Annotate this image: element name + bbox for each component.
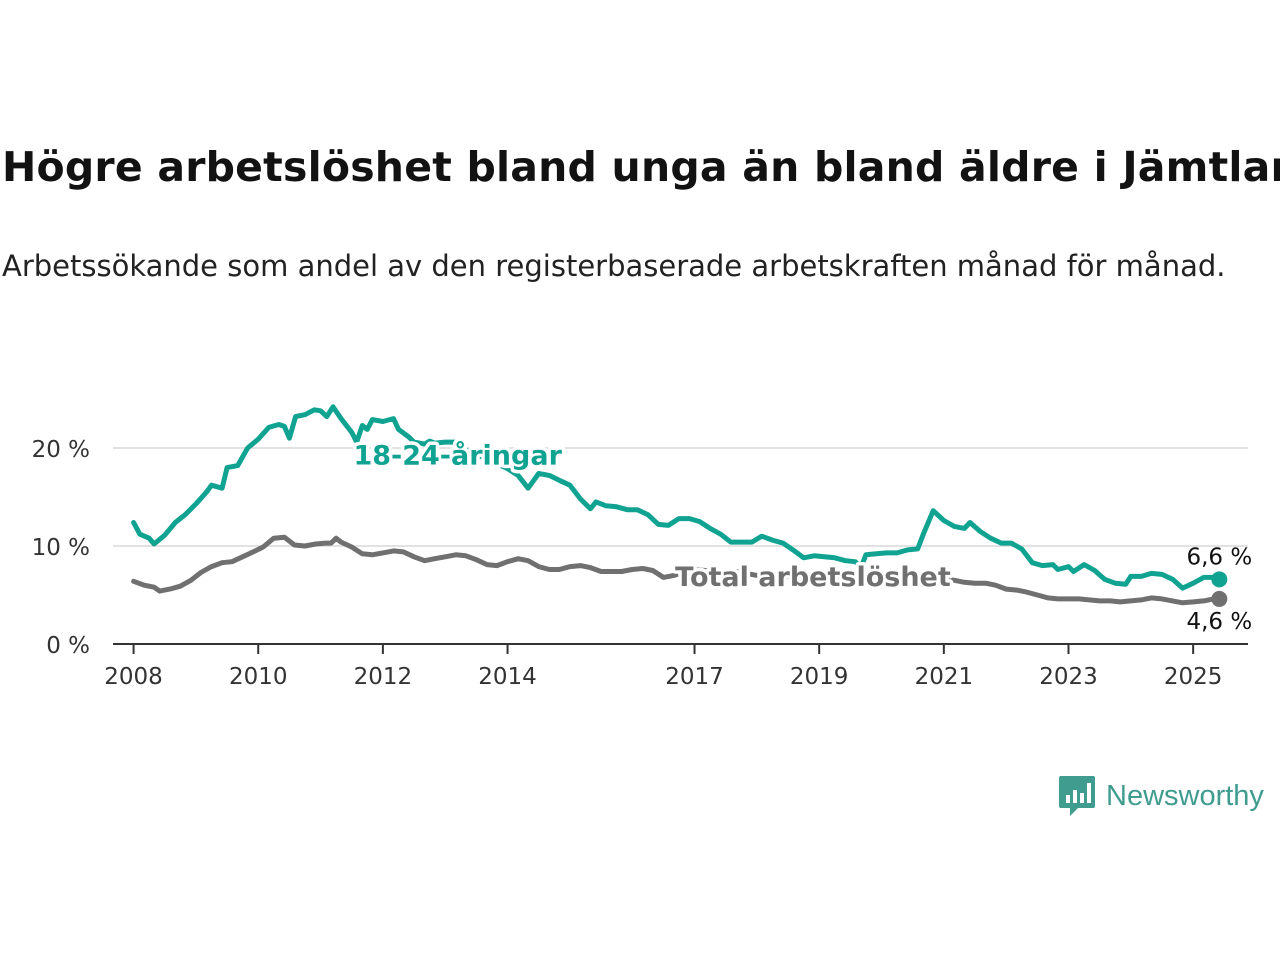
series-line-total bbox=[131, 534, 1222, 606]
x-tick-label: 2012 bbox=[354, 664, 413, 690]
x-tick-label: 2010 bbox=[229, 664, 288, 690]
y-tick-label: 0 % bbox=[46, 633, 90, 659]
series-label-youth-halo: 18-24-åringar bbox=[353, 440, 562, 472]
y-tick-label: 10 % bbox=[32, 535, 90, 561]
end-dot-total bbox=[1211, 590, 1228, 607]
end-markers: 6,6 % 4,6 % bbox=[1186, 544, 1252, 635]
brand-logo: Newsworthy bbox=[1058, 774, 1264, 818]
x-tick-label: 2023 bbox=[1039, 664, 1098, 690]
y-tick-label: 20 % bbox=[32, 437, 90, 463]
series-label-total-halo: Total arbetslöshet bbox=[675, 562, 951, 593]
end-value-total: 4,6 % bbox=[1186, 609, 1252, 635]
chart-title: Högre arbetslöshet bland unga än bland ä… bbox=[2, 143, 1280, 191]
x-tick-label: 2021 bbox=[915, 664, 974, 690]
end-dot-youth bbox=[1211, 571, 1228, 588]
x-tick-label: 2008 bbox=[104, 664, 163, 690]
x-tick-label: 2025 bbox=[1164, 664, 1223, 690]
series-label-total: Total arbetslöshet bbox=[675, 562, 951, 593]
series-lines bbox=[131, 404, 1222, 606]
end-value-youth: 6,6 % bbox=[1186, 544, 1252, 570]
chart-subtitle: Arbetssökande som andel av den registerb… bbox=[2, 249, 1226, 283]
x-tick-label: 2014 bbox=[478, 664, 537, 690]
chart-logo-icon bbox=[1059, 776, 1095, 816]
series-label-youth: 18-24-åringar bbox=[353, 440, 562, 472]
x-tick-label: 2017 bbox=[665, 664, 724, 690]
brand-name: Newsworthy bbox=[1106, 779, 1264, 812]
x-tick-label: 2019 bbox=[790, 664, 849, 690]
y-axis-ticks: 0 % 10 % 20 % bbox=[32, 437, 90, 659]
series-line-youth bbox=[131, 404, 1222, 591]
x-axis-ticks: 2008 2010 2012 2014 2017 2019 2021 2023 2025 bbox=[104, 644, 1222, 690]
gridlines bbox=[113, 447, 1248, 547]
